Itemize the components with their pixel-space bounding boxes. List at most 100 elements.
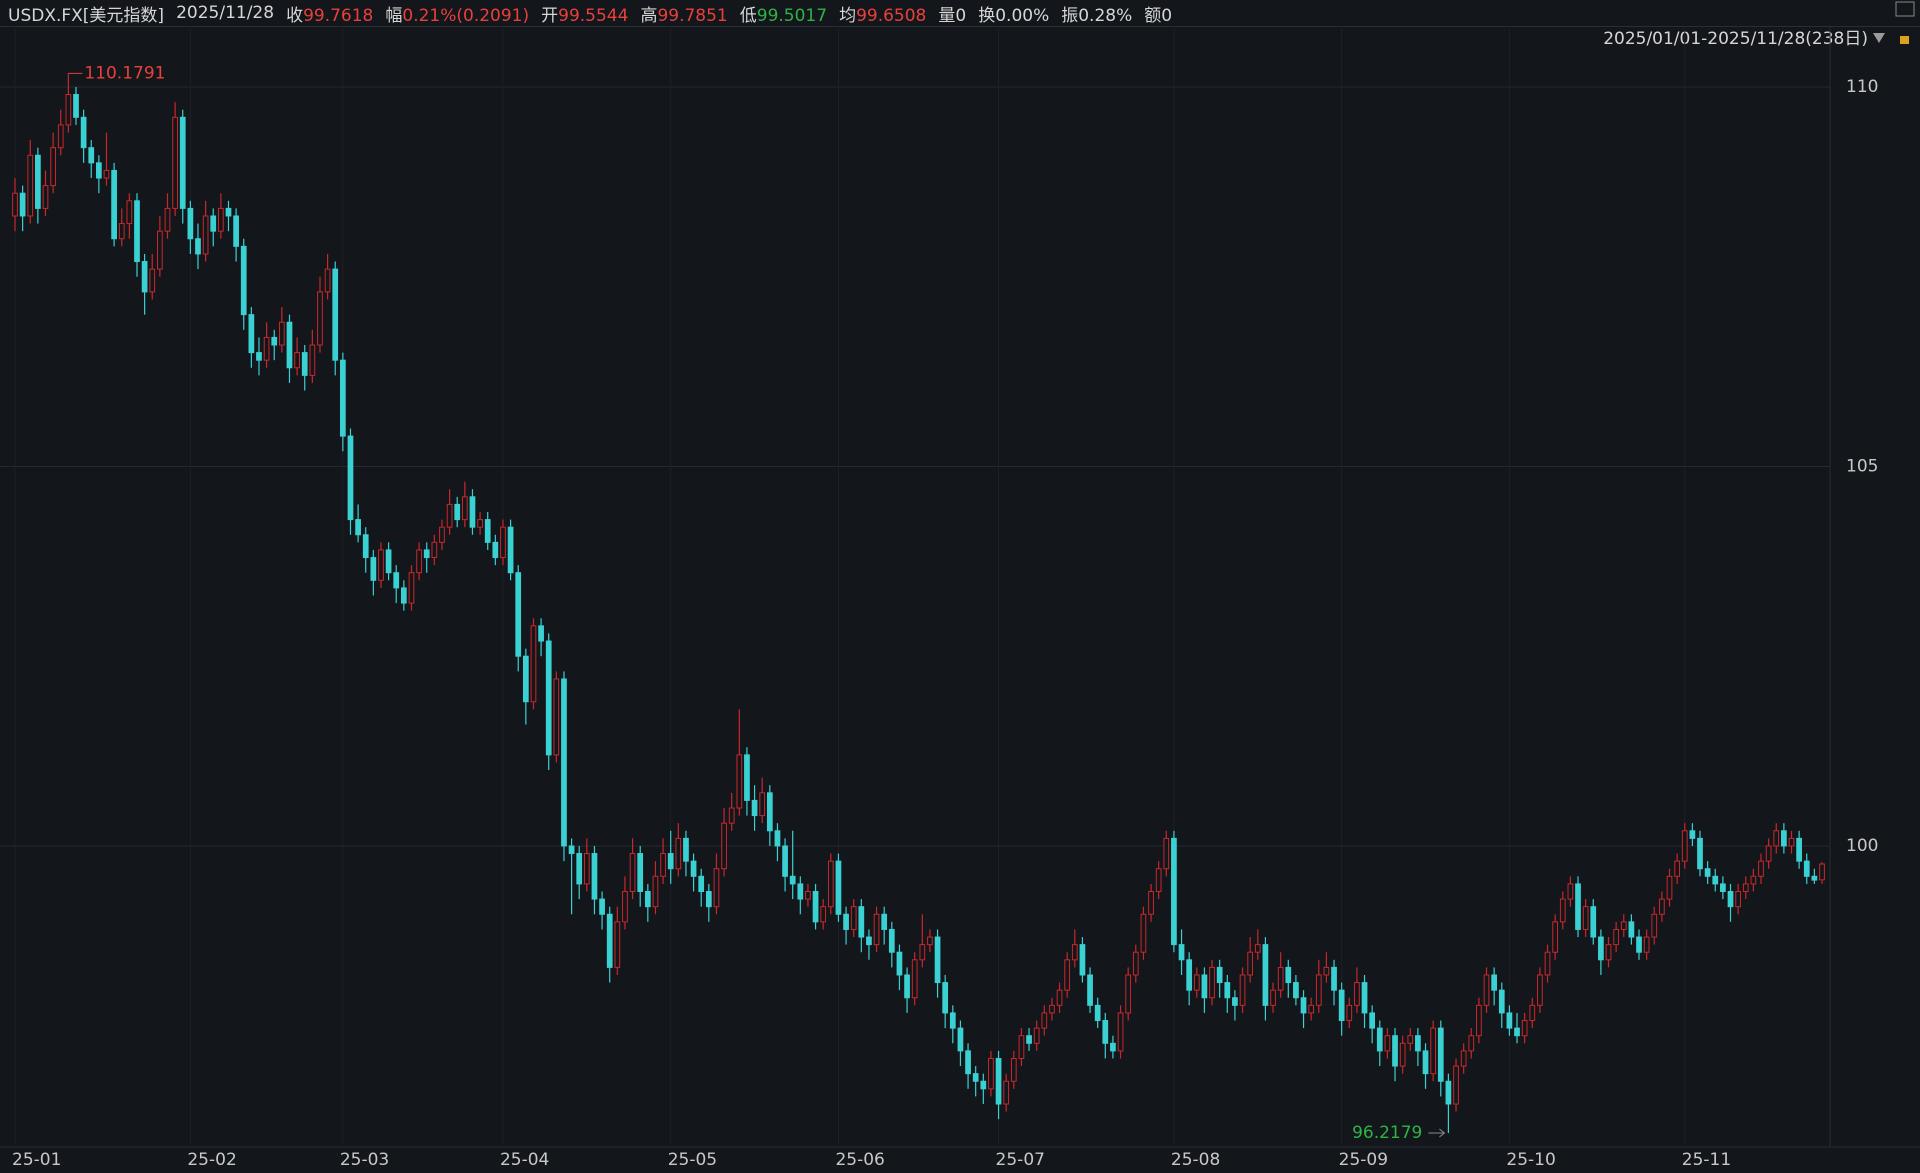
candle-body [1270, 989, 1276, 1006]
candle-body [1239, 974, 1246, 1006]
candle-body [797, 883, 804, 900]
candle-body [416, 549, 422, 574]
candle-body [995, 1057, 1002, 1105]
candle-body [179, 116, 186, 209]
candle-body [400, 587, 407, 604]
candle-body [530, 625, 537, 703]
candle-body [324, 268, 331, 293]
candle-body [1079, 944, 1086, 976]
quote-label: USDX.FX[美元指数] [8, 5, 165, 26]
candle-body [149, 268, 156, 293]
quote-bar: USDX.FX[美元指数] 2025/11/28 收99.7618 幅0.21%(0.… [0, 0, 1920, 27]
candle-body [65, 94, 72, 126]
candle-body [599, 898, 605, 915]
candle-body [538, 625, 544, 642]
candle-body [896, 951, 903, 976]
candle-body [507, 526, 514, 574]
candle-body [1575, 883, 1581, 930]
icon[interactable] [1895, 1, 1915, 17]
candle-body [827, 860, 834, 908]
candle-body [1643, 936, 1650, 953]
candle-body [927, 936, 933, 946]
candle-body [1819, 863, 1825, 881]
candle-body [1803, 860, 1810, 877]
candle-body [1681, 830, 1688, 862]
x-tick-label: 25-10 [1506, 1150, 1555, 1170]
candle-body [1720, 883, 1726, 892]
candle-body [1384, 1035, 1391, 1052]
candle-body [644, 890, 651, 908]
candle-body [347, 435, 354, 521]
candle-body [782, 845, 788, 877]
candle-body [339, 359, 346, 437]
candle-body [904, 974, 910, 999]
candle-body [705, 890, 712, 908]
candle-body [1605, 944, 1612, 961]
range-dropdown[interactable] [1873, 33, 1885, 43]
candle-body [1430, 1027, 1437, 1075]
candle-body [439, 526, 445, 543]
candle-body [423, 549, 430, 559]
candle-body [1582, 906, 1589, 930]
candle-body [1277, 966, 1284, 991]
quote-item: 2025/11/28 [176, 3, 274, 23]
candle-body [1651, 913, 1658, 938]
candle-body [949, 1012, 956, 1029]
candle-body [1178, 944, 1185, 961]
candle-body [1620, 921, 1627, 930]
candle-body [19, 192, 26, 217]
candle-body [1148, 890, 1154, 915]
candle-body [957, 1027, 964, 1052]
candle-body [1537, 974, 1543, 1006]
candle-body [835, 860, 842, 915]
candle-body [637, 853, 644, 892]
candle-body [561, 678, 567, 847]
candle-body [1544, 951, 1551, 976]
candle-body [1636, 936, 1642, 953]
candle-body [332, 268, 339, 361]
candle-body [477, 519, 483, 528]
candle-body [134, 200, 140, 263]
range-label[interactable]: 2025/01/01-2025/11/28(238日) [1603, 29, 1868, 49]
candle-body [591, 853, 598, 900]
candle-body [1476, 1004, 1482, 1037]
candle-body [157, 230, 163, 270]
candle-body [50, 147, 56, 187]
candle-body [378, 549, 384, 581]
candle-body [202, 215, 209, 255]
candle-body [1254, 944, 1261, 953]
candle-body [1750, 875, 1757, 885]
candle-body [355, 519, 361, 536]
candle-body [431, 541, 438, 559]
candle-body [1781, 830, 1787, 847]
quote-value: 99.5544 [558, 5, 629, 26]
quote-label: 幅 [385, 5, 403, 26]
candle-body [1132, 951, 1139, 976]
candle-body [972, 1073, 979, 1082]
candle-body [1598, 936, 1604, 961]
candle-body [1559, 898, 1566, 923]
candle-body [1506, 1012, 1513, 1029]
candle-body [12, 192, 18, 217]
candle-body [1331, 966, 1337, 991]
candle-body [652, 875, 659, 908]
candle-body [1521, 1020, 1528, 1037]
quote-label: 收 [286, 5, 304, 26]
x-tick-label: 25-09 [1339, 1150, 1388, 1170]
quote-label: 开 [541, 5, 559, 26]
candle-body [461, 496, 468, 521]
candle-body [1117, 1012, 1124, 1052]
lock-icon[interactable] [1900, 36, 1909, 44]
x-tick-label: 25-04 [500, 1150, 549, 1170]
candle-body [1765, 845, 1772, 862]
candle-body [1491, 974, 1498, 991]
candle-body [1514, 1027, 1520, 1037]
quote-item: 量0 [938, 1, 966, 26]
candle-body [1155, 868, 1162, 892]
candle-body [263, 336, 270, 361]
quote-label: 高 [640, 5, 658, 26]
candle-body [980, 1080, 987, 1090]
candle-body [1018, 1035, 1025, 1059]
candle-body [843, 913, 849, 930]
candle-body [919, 944, 926, 961]
